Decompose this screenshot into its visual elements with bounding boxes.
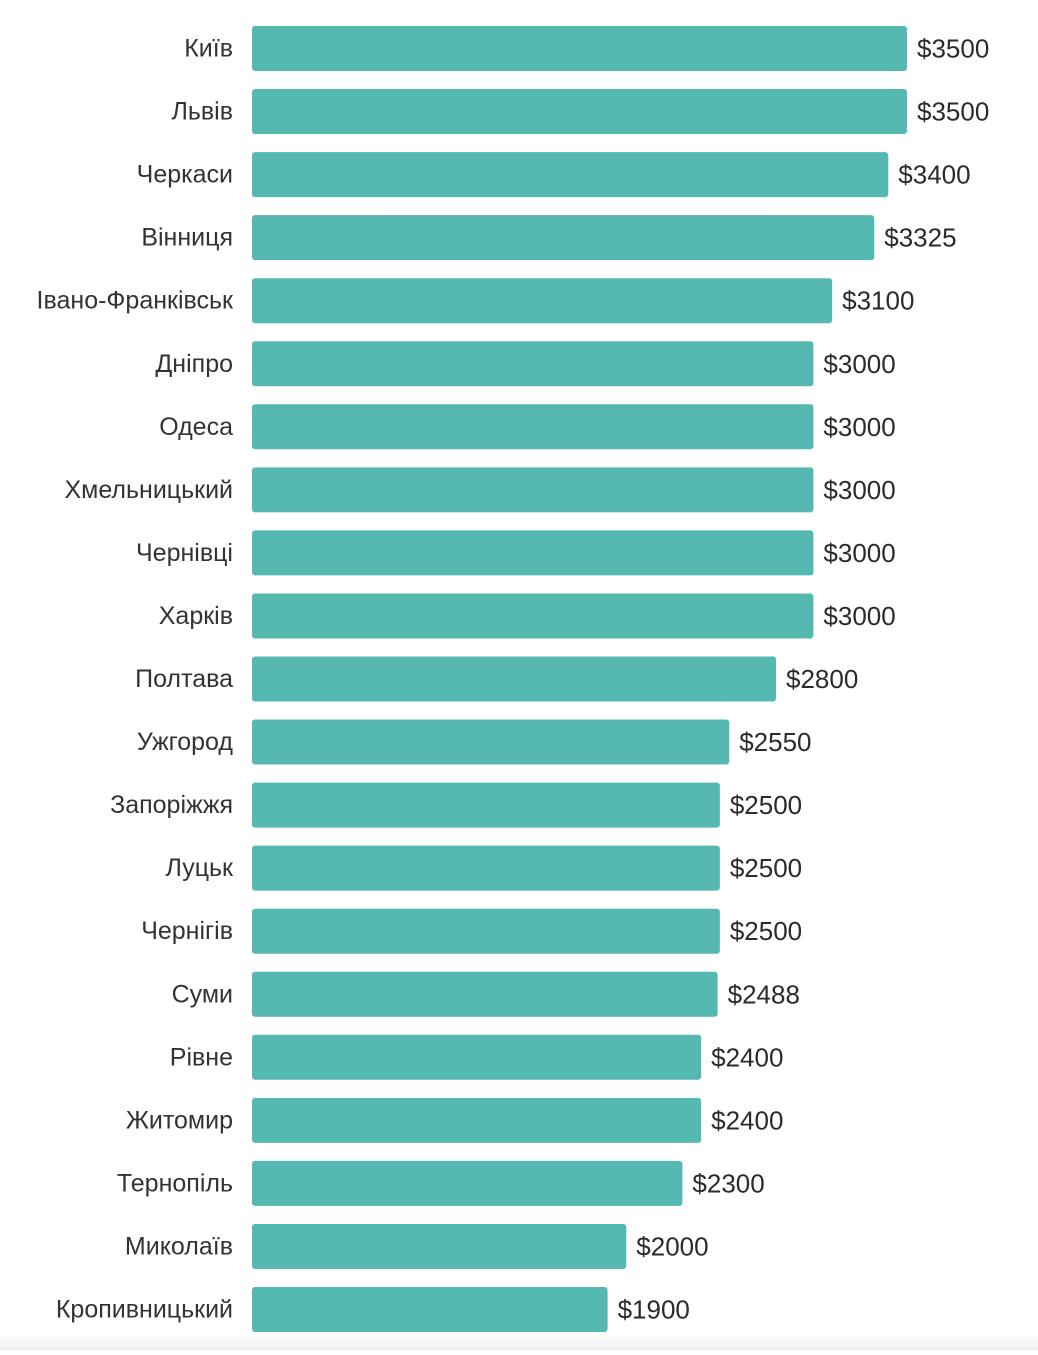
value-label: $2500 [730,853,802,883]
bar [252,1223,627,1269]
bar [252,152,889,198]
category-label: Харків [159,602,233,630]
value-label: $3000 [823,412,895,442]
value-label: $3500 [917,97,989,127]
category-label: Житомир [126,1106,233,1134]
value-label: $3400 [898,160,970,190]
value-label: $3000 [823,349,895,379]
bottom-edge-shadow [0,1334,1038,1350]
category-label: Львів [171,98,233,126]
category-label: Черкаси [137,161,233,189]
category-label: Дніпро [155,350,233,378]
category-label: Тернопіль [117,1169,233,1197]
bar [252,404,814,450]
value-labels: $3500 $3500 $3400 $3325 $3100 $3000 $3000 $3000… [618,34,990,1325]
bar [252,278,833,324]
value-label: $2500 [730,916,802,946]
value-label: $3500 [917,34,989,64]
category-label: Запоріжжя [110,791,233,819]
value-label: $3100 [842,286,914,316]
value-label: $2400 [711,1105,783,1135]
bar [252,1287,608,1332]
category-labels: Київ Львів Черкаси Вінниця Івано-Франківськ Д… [37,35,235,1324]
bars-layer [252,26,907,1332]
bar [252,782,720,828]
value-label: $2000 [636,1231,708,1261]
bar [252,89,907,135]
bar [252,467,814,513]
value-label: $3000 [823,601,895,631]
category-label: Кропивницький [56,1296,233,1324]
category-label: Суми [172,980,233,1008]
bar [252,1160,683,1206]
category-label: Чернівці [136,539,233,567]
bar [252,593,814,639]
category-label: Полтава [135,665,233,693]
bar [252,845,720,891]
category-label: Миколаїв [125,1232,233,1260]
bar [252,1097,702,1143]
value-label: $3000 [823,538,895,568]
category-label: Вінниця [141,224,233,252]
value-label: $1900 [618,1295,690,1325]
category-label: Івано-Франківськ [37,287,235,315]
category-label: Ужгород [137,728,234,756]
bar [252,530,814,576]
category-label: Одеса [159,413,233,441]
bar [252,719,730,765]
category-label: Рівне [170,1043,233,1071]
value-label: $2400 [711,1042,783,1072]
category-label: Луцьк [166,854,235,882]
bar [252,656,776,702]
value-label: $3000 [823,475,895,505]
category-label: Київ [184,35,233,63]
value-label: $2300 [692,1168,764,1198]
value-label: $3325 [884,223,956,253]
value-label: $2550 [739,727,811,757]
bar [252,908,720,954]
value-label: $2500 [730,790,802,820]
value-label: $2800 [786,664,858,694]
value-label: $2488 [728,979,800,1009]
bar [252,1034,702,1080]
category-label: Чернігів [141,917,233,945]
bar [252,971,718,1017]
bar [252,26,907,71]
bar [252,215,875,261]
bar [252,341,814,387]
category-label: Хмельницький [64,476,233,504]
